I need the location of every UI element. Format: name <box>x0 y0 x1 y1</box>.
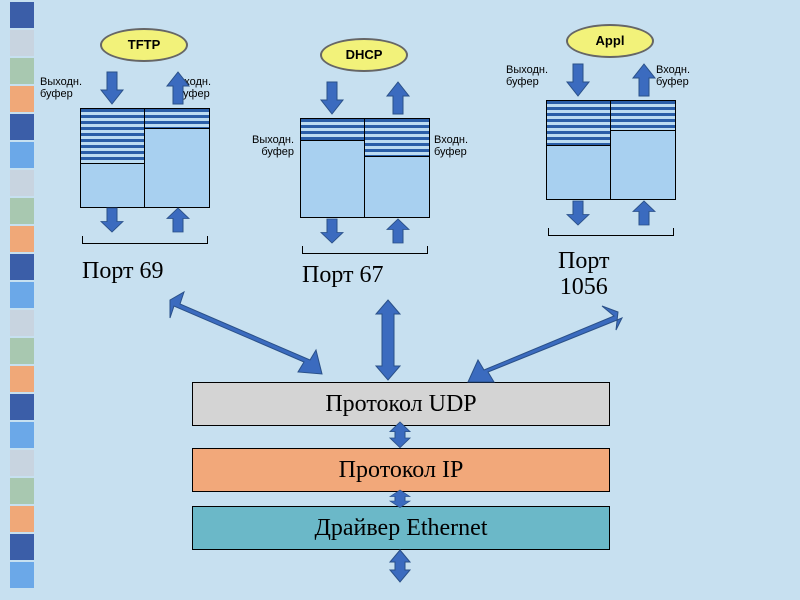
arrow-layer <box>0 0 800 600</box>
